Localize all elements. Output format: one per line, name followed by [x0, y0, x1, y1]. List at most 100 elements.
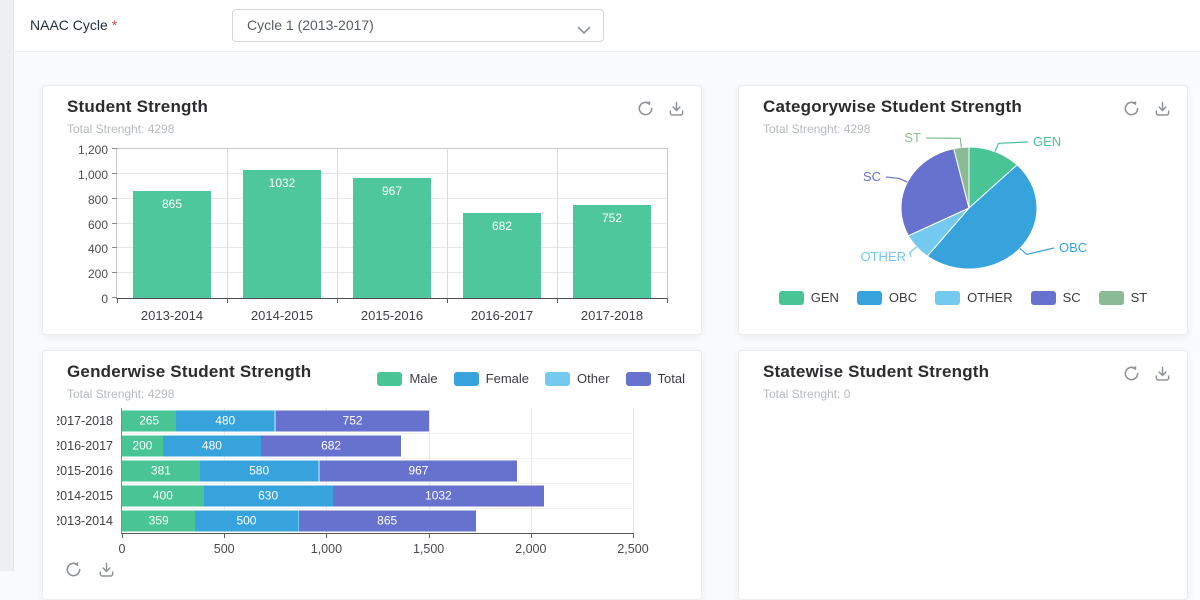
axis-tick — [227, 298, 228, 303]
pie-label-gen: GEN — [1033, 134, 1061, 149]
y-axis-category: 2015-2016 — [57, 458, 113, 483]
x-axis-category: 2014-2015 — [227, 308, 337, 323]
bar-2013-2014[interactable]: 865 — [133, 191, 211, 298]
segment-total[interactable]: 967 — [320, 460, 518, 481]
naac-cycle-select[interactable]: Cycle 1 (2013-2017) — [232, 9, 604, 42]
segment-male[interactable]: 265 — [122, 410, 176, 431]
download-icon[interactable] — [1154, 100, 1171, 117]
segment-total[interactable]: 1032 — [333, 485, 544, 506]
naac-cycle-selected-value: Cycle 1 (2013-2017) — [247, 10, 374, 41]
legend-item-male[interactable]: Male — [377, 371, 437, 386]
refresh-icon[interactable] — [637, 100, 654, 117]
y-axis-category: 2013-2014 — [57, 508, 113, 533]
segment-female[interactable]: 480 — [163, 435, 261, 456]
axis-tick — [429, 533, 430, 538]
legend-label: ST — [1131, 290, 1148, 305]
y-axis-label: 400 — [48, 242, 108, 256]
chevron-down-icon — [577, 22, 591, 40]
gender-legend: Male Female Other Total — [377, 371, 685, 386]
legend-swatch — [626, 372, 651, 386]
segment-male[interactable]: 359 — [122, 510, 195, 531]
bar-2015-2016[interactable]: 967 — [353, 178, 431, 298]
bar-2017-2018[interactable]: 752 — [573, 205, 651, 298]
segment-female[interactable]: 480 — [176, 410, 274, 431]
pie-label-line — [926, 138, 961, 147]
axis-tick — [122, 533, 123, 538]
x-axis-category: 2016-2017 — [447, 308, 557, 323]
refresh-icon[interactable] — [1123, 100, 1140, 117]
bar-2014-2015[interactable]: 1032 — [243, 170, 321, 298]
segment-total[interactable]: 752 — [276, 410, 430, 431]
x-axis-label: 1,500 — [413, 542, 444, 556]
segment-female[interactable]: 630 — [204, 485, 333, 506]
axis-tick — [224, 533, 225, 538]
pie-label-line — [910, 247, 917, 257]
x-axis-label: 500 — [214, 542, 235, 556]
legend-swatch — [454, 372, 479, 386]
legend-item-obc[interactable]: OBC — [857, 290, 917, 305]
download-icon[interactable] — [668, 100, 685, 117]
filter-bar: NAAC Cycle* Cycle 1 (2013-2017) — [14, 0, 1200, 52]
bar-value-label: 682 — [463, 219, 541, 233]
legend-label: GEN — [811, 290, 839, 305]
legend-item-female[interactable]: Female — [454, 371, 529, 386]
x-axis-label: 0 — [119, 542, 126, 556]
segment-total[interactable]: 865 — [299, 510, 476, 531]
legend-item-other[interactable]: OTHER — [935, 290, 1013, 305]
legend-label: OBC — [889, 290, 917, 305]
legend-item-other[interactable]: Other — [545, 371, 610, 386]
segment-male[interactable]: 200 — [122, 435, 163, 456]
x-axis-label: 1,000 — [311, 542, 342, 556]
genderwise-card: Genderwise Student Strength Total Streng… — [42, 350, 702, 600]
legend-item-gen[interactable]: GEN — [779, 290, 839, 305]
y-axis-category: 2017-2018 — [57, 408, 113, 433]
y-axis-label: 1,000 — [48, 168, 108, 182]
segment-total[interactable]: 682 — [261, 435, 400, 456]
pie-label-line — [886, 177, 907, 182]
download-icon[interactable] — [98, 561, 115, 578]
legend-item-sc[interactable]: SC — [1031, 290, 1081, 305]
legend-label: Total — [658, 371, 685, 386]
pie-legend: GEN OBC OTHER SC ST — [739, 290, 1187, 305]
y-axis-label: 800 — [48, 193, 108, 207]
legend-swatch — [779, 291, 804, 305]
legend-label: SC — [1063, 290, 1081, 305]
download-icon[interactable] — [1154, 365, 1171, 382]
legend-item-total[interactable]: Total — [626, 371, 685, 386]
bar-2016-2017[interactable]: 682 — [463, 213, 541, 298]
refresh-icon[interactable] — [1123, 365, 1140, 382]
x-axis-label: 2,500 — [617, 542, 648, 556]
segment-male[interactable]: 381 — [122, 460, 200, 481]
legend-swatch — [857, 291, 882, 305]
axis-tick — [633, 533, 634, 538]
legend-item-st[interactable]: ST — [1099, 290, 1148, 305]
legend-swatch — [545, 372, 570, 386]
y-axis-category: 2014-2015 — [57, 483, 113, 508]
segment-male[interactable]: 400 — [122, 485, 204, 506]
axis-tick — [337, 298, 338, 303]
card-title: Categorywise Student Strength — [763, 97, 1022, 117]
pie-label-line — [995, 142, 1028, 152]
y-axis-label: 600 — [48, 218, 108, 232]
y-axis-category: 2016-2017 — [57, 433, 113, 458]
x-axis-label: 2,000 — [515, 542, 546, 556]
segment-female[interactable]: 580 — [200, 460, 319, 481]
refresh-icon[interactable] — [65, 561, 82, 578]
legend-label: OTHER — [967, 290, 1013, 305]
axis-tick — [447, 298, 448, 303]
legend-label: Male — [409, 371, 437, 386]
segment-female[interactable]: 500 — [195, 510, 297, 531]
axis-tick — [667, 298, 668, 303]
legend-label: Female — [486, 371, 529, 386]
